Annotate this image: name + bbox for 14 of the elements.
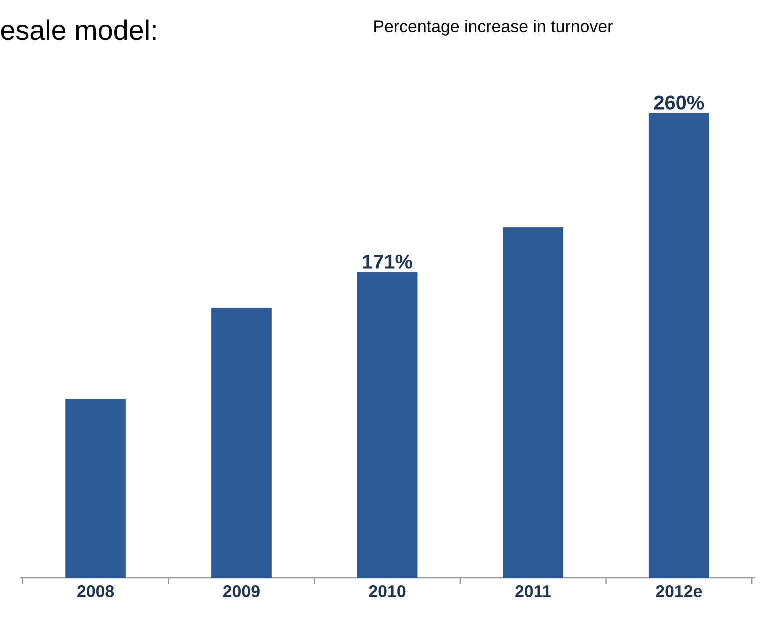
x-tick-label: 2009 — [223, 586, 260, 598]
chart-title: esale model: — [1, 20, 156, 40]
data-label: 171% — [363, 254, 412, 269]
chart-subtitle: Percentage increase in turnover — [374, 20, 613, 36]
bar — [503, 228, 564, 578]
x-tick-label: 2012e — [656, 586, 702, 598]
bar — [211, 308, 272, 578]
bar — [648, 113, 710, 578]
x-tick-label: 2011 — [516, 586, 552, 598]
data-label: 260% — [654, 96, 704, 110]
bar — [357, 272, 418, 578]
x-tick-label: 2008 — [78, 586, 114, 598]
x-tick-label: 2010 — [369, 586, 406, 598]
bar — [66, 399, 126, 578]
